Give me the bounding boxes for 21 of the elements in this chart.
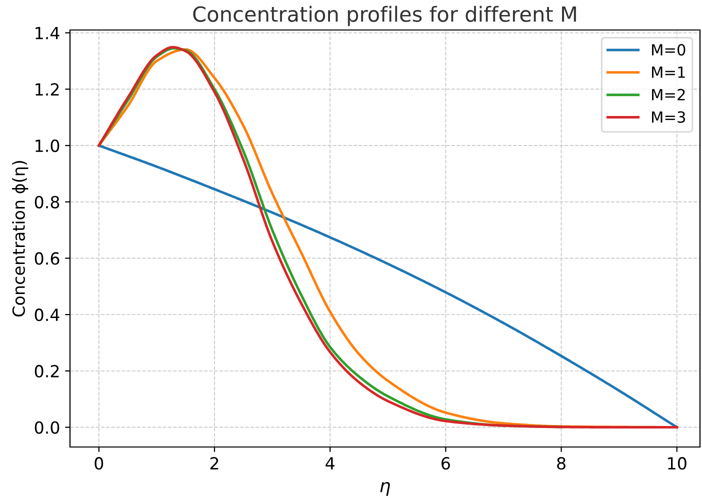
x-tick-label: 0 <box>94 457 104 470</box>
y-tick-label: 0.4 <box>34 308 60 322</box>
y-tick-label: 1.4 <box>36 27 60 40</box>
x-axis-title: η <box>380 482 390 496</box>
x-tick-label: 8 <box>557 457 566 470</box>
y-tick-label: 0.8 <box>34 196 60 208</box>
chart-title: Concentration profiles for different M <box>193 6 576 26</box>
y-tick-label: 0.0 <box>34 421 60 434</box>
y-tick-label: 0.2 <box>34 364 59 378</box>
y-tick-label: 0.6 <box>34 252 60 265</box>
legend-label: M=1 <box>652 66 685 78</box>
x-tick-label: 4 <box>326 457 334 470</box>
y-tick-label: 1.2 <box>36 83 59 96</box>
x-tick-label: 6 <box>442 457 450 470</box>
legend-label: M=3 <box>652 111 686 123</box>
y-tick-label: 1.0 <box>36 139 60 152</box>
x-tick-label: 2 <box>210 457 218 470</box>
legend-label: M=0 <box>652 44 686 56</box>
y-axis-title: Concentration ϕ(η) <box>12 161 28 316</box>
legend-label: M=2 <box>652 88 685 100</box>
x-tick-label: 10 <box>668 457 686 470</box>
